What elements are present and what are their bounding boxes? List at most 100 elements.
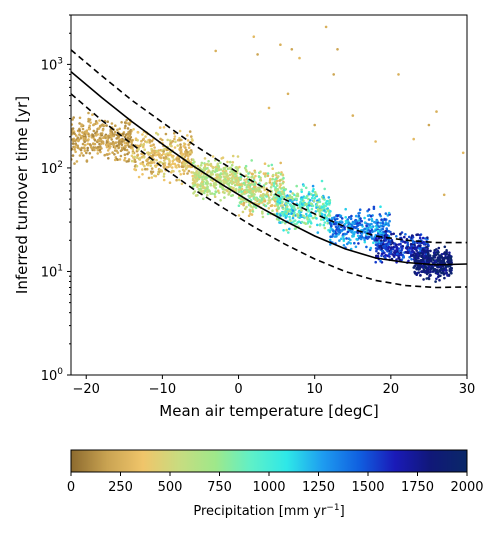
outlier-point — [397, 73, 400, 76]
scatter-point — [150, 144, 154, 147]
scatter-point — [211, 169, 215, 173]
scatter-point — [162, 175, 166, 178]
scatter-point — [191, 185, 195, 188]
scatter-point — [163, 159, 166, 162]
scatter-point — [360, 223, 364, 227]
scatter-point — [101, 128, 105, 132]
scatter-point — [176, 144, 179, 147]
scatter-point — [219, 168, 223, 171]
scatter-point — [318, 198, 321, 201]
scatter-point — [94, 120, 98, 123]
scatter-point — [392, 232, 396, 236]
scatter-point — [264, 175, 267, 178]
scatter-point — [155, 131, 158, 135]
scatter-point — [360, 219, 364, 223]
scatter-point — [281, 182, 285, 185]
x-axis-label: Mean air temperature [degC] — [159, 402, 378, 420]
scatter-point — [150, 176, 154, 179]
scatter-point — [295, 197, 299, 201]
scatter-point — [340, 217, 344, 220]
colorbar-tick-label: 2000 — [450, 480, 483, 495]
scatter-point — [272, 182, 276, 185]
scatter-point — [85, 129, 89, 132]
scatter-point — [318, 209, 322, 213]
scatter-point — [363, 230, 367, 234]
scatter-point — [403, 241, 407, 244]
scatter-point — [328, 200, 331, 203]
scatter-point — [264, 204, 268, 208]
scatter-point — [89, 121, 92, 124]
scatter-point — [426, 251, 430, 255]
scatter-point — [323, 209, 326, 212]
scatter-point — [359, 217, 362, 220]
scatter-point — [243, 166, 247, 170]
scatter-point — [427, 276, 430, 280]
scatter-point — [196, 164, 200, 168]
scatter-point — [92, 123, 96, 126]
colorbar-tick-label: 1000 — [252, 480, 285, 495]
scatter-point — [438, 278, 441, 282]
scatter-point — [352, 231, 355, 235]
scatter-point — [265, 182, 268, 185]
scatter-point — [113, 130, 117, 134]
scatter-point — [375, 249, 378, 253]
scatter-point — [140, 139, 143, 143]
scatter-point — [323, 221, 327, 224]
scatter-point — [175, 178, 178, 182]
scatter-point — [139, 162, 142, 165]
scatter-point — [282, 211, 286, 214]
scatter-point — [315, 217, 318, 220]
scatter-point — [300, 190, 304, 194]
scatter-point — [268, 201, 271, 204]
scatter-point — [286, 201, 290, 205]
scatter-point — [342, 237, 346, 241]
scatter-point — [423, 254, 426, 258]
scatter-point — [379, 205, 382, 208]
scatter-point — [421, 247, 425, 251]
scatter-point — [82, 154, 85, 157]
scatter-point — [234, 172, 237, 176]
scatter-point — [421, 236, 425, 240]
scatter-point — [78, 122, 81, 125]
scatter-point — [446, 274, 449, 277]
scatter-point — [275, 179, 279, 183]
scatter-point — [115, 144, 119, 148]
scatter-point — [141, 133, 144, 136]
scatter-point — [337, 233, 340, 236]
scatter-point — [106, 120, 109, 123]
scatter-point — [445, 252, 449, 256]
scatter-point — [378, 228, 382, 232]
scatter-point — [138, 158, 142, 161]
scatter-point — [369, 246, 373, 250]
scatter-point — [436, 272, 440, 276]
scatter-point — [369, 229, 372, 233]
scatter-point — [263, 199, 267, 203]
scatter-point — [377, 252, 380, 255]
scatter-point — [95, 130, 99, 133]
scatter-point — [302, 184, 306, 187]
scatter-point — [228, 160, 232, 164]
scatter-point — [381, 244, 385, 248]
scatter-point — [363, 227, 367, 231]
scatter-point — [212, 184, 215, 187]
scatter-point — [123, 158, 126, 162]
scatter-point — [113, 133, 116, 136]
scatter-point — [159, 156, 163, 160]
fit-curve — [71, 71, 467, 266]
scatter-point — [366, 214, 370, 217]
scatter-point — [384, 212, 388, 215]
scatter-point — [312, 187, 315, 191]
scatter-point — [440, 267, 443, 271]
scatter-point — [311, 189, 315, 193]
scatter-point — [350, 214, 353, 218]
scatter-point — [72, 131, 75, 135]
scatter-point — [180, 165, 184, 168]
colorbar-tick-label: 0 — [67, 480, 75, 495]
scatter-point — [185, 148, 188, 152]
scatter-point — [227, 193, 230, 196]
scatter-point — [366, 236, 370, 239]
scatter-point — [132, 128, 135, 131]
lower-bound-curve — [71, 93, 467, 289]
scatter-point — [300, 198, 303, 201]
scatter-point — [429, 268, 433, 271]
